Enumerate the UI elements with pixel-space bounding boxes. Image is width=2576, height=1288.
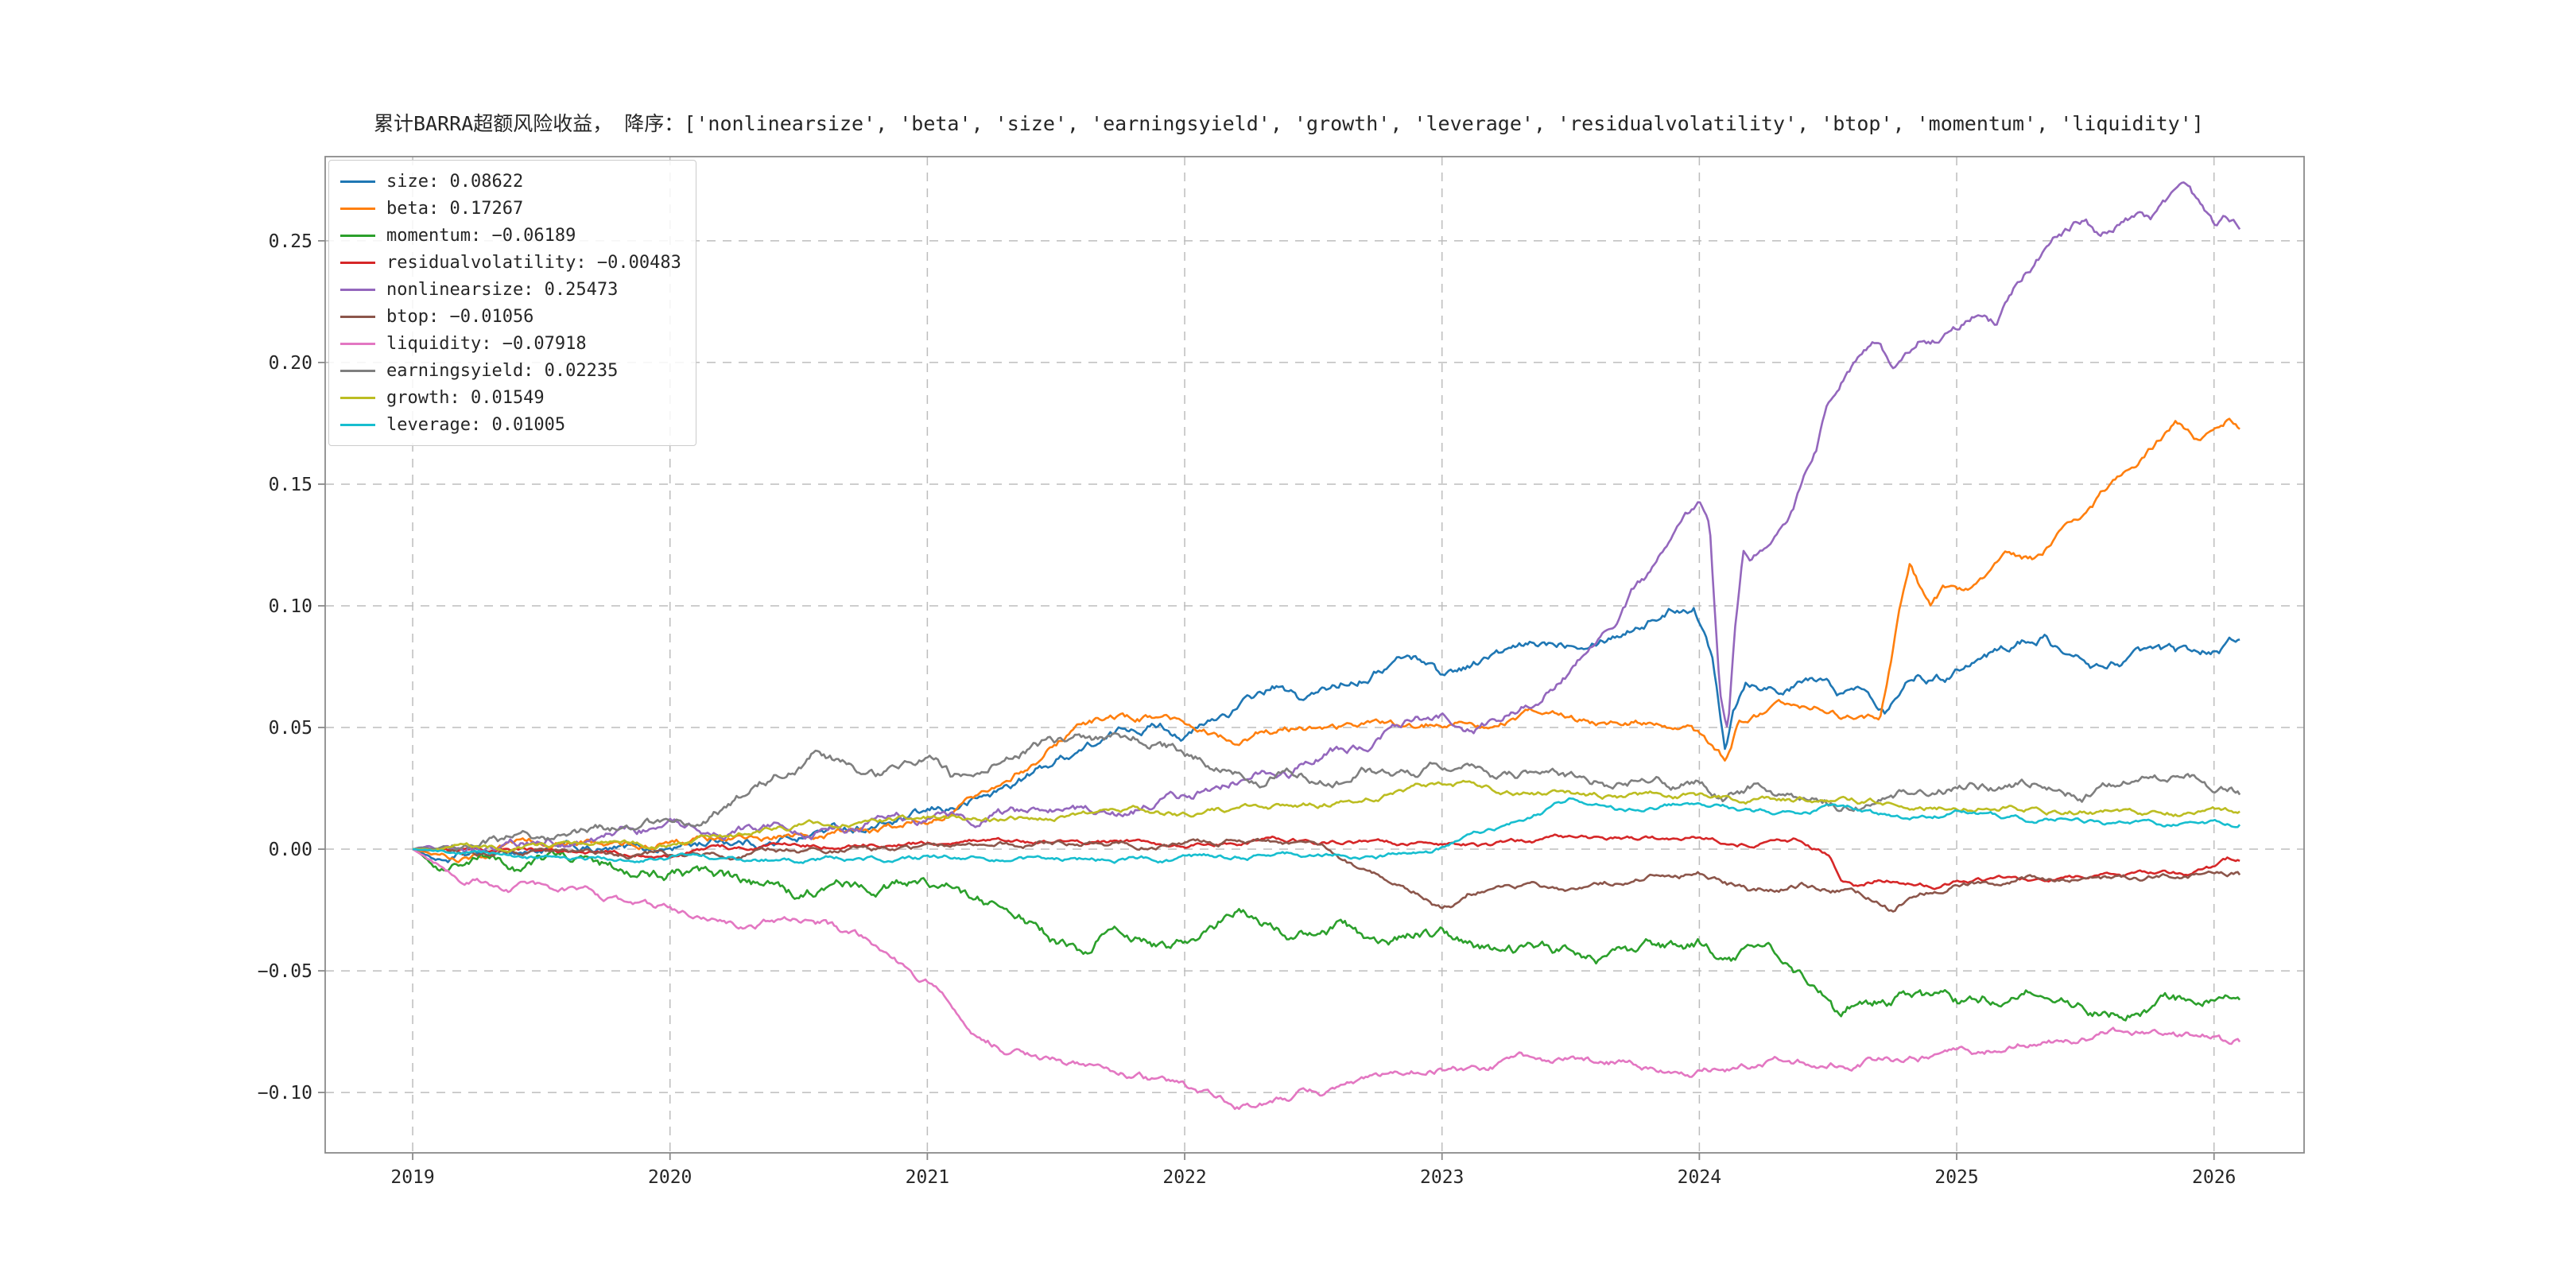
- legend-line-swatch: [340, 423, 375, 426]
- legend-item-liquidity: liquidity: −0.07918: [340, 331, 681, 356]
- legend-label: size: 0.08622: [386, 171, 524, 192]
- x-tick-label: 2025: [1934, 1167, 1978, 1188]
- y-tick-label: 0.20: [269, 353, 312, 374]
- legend-label: leverage: 0.01005: [386, 414, 566, 435]
- legend-label: nonlinearsize: 0.25473: [386, 279, 619, 300]
- series-line-momentum: [412, 848, 2241, 1022]
- legend-item-beta: beta: 0.17267: [340, 196, 681, 221]
- legend: size: 0.08622 beta: 0.17267 momentum: −0.0…: [328, 160, 696, 446]
- legend-item-btop: btop: −0.01056: [340, 304, 681, 329]
- legend-item-residualvolatility: residualvolatility: −0.00483: [340, 250, 681, 275]
- legend-item-growth: growth: 0.01549: [340, 385, 681, 410]
- series-line-btop: [412, 837, 2241, 913]
- legend-label: btop: −0.01056: [386, 306, 534, 327]
- legend-item-nonlinearsize: nonlinearsize: 0.25473: [340, 277, 681, 302]
- legend-line-swatch: [340, 207, 375, 210]
- legend-line-swatch: [340, 180, 375, 183]
- x-tick-label: 2022: [1162, 1167, 1206, 1188]
- series-line-nonlinearsize: [412, 181, 2241, 853]
- x-tick-label: 2021: [906, 1167, 949, 1188]
- legend-item-earningsyield: earningsyield: 0.02235: [340, 358, 681, 383]
- x-tick-label: 2019: [390, 1167, 434, 1188]
- legend-item-momentum: momentum: −0.06189: [340, 223, 681, 248]
- legend-line-swatch: [340, 288, 375, 291]
- series-line-beta: [412, 417, 2240, 863]
- axes-frame: [324, 156, 2305, 1154]
- legend-line-swatch: [340, 396, 375, 399]
- x-tick-label: 2023: [1420, 1167, 1464, 1188]
- series-line-earningsyield: [412, 731, 2241, 852]
- legend-line-swatch: [340, 369, 375, 372]
- legend-item-leverage: leverage: 0.01005: [340, 412, 681, 437]
- x-tick-label: 2020: [648, 1167, 692, 1188]
- chart-title: 累计BARRA超额风险收益， 降序：['nonlinearsize', 'bet…: [374, 112, 2204, 135]
- legend-line-swatch: [340, 315, 375, 318]
- legend-label: residualvolatility: −0.00483: [386, 252, 681, 273]
- legend-label: beta: 0.17267: [386, 198, 524, 219]
- series-line-leverage: [412, 797, 2241, 864]
- legend-label: earningsyield: 0.02235: [386, 360, 619, 381]
- legend-line-swatch: [340, 234, 375, 237]
- legend-line-swatch: [340, 342, 375, 345]
- y-tick-label: −0.10: [258, 1083, 312, 1104]
- series-line-size: [412, 607, 2240, 863]
- series-lines: [412, 181, 2241, 1111]
- y-tick-label: −0.05: [258, 961, 312, 982]
- x-tick-label: 2024: [1678, 1167, 1721, 1188]
- series-line-growth: [413, 779, 2240, 853]
- y-tick-label: 0.05: [269, 718, 312, 739]
- y-tick-label: 0.25: [269, 231, 312, 252]
- legend-line-swatch: [340, 261, 375, 264]
- y-tick-label: 0.00: [269, 840, 312, 860]
- legend-label: liquidity: −0.07918: [386, 333, 587, 354]
- x-tick-label: 2026: [2192, 1167, 2236, 1188]
- series-line-residualvolatility: [412, 833, 2240, 890]
- legend-label: momentum: −0.06189: [386, 225, 576, 246]
- y-tick-label: 0.15: [269, 475, 312, 495]
- legend-item-size: size: 0.08622: [340, 169, 681, 194]
- legend-label: growth: 0.01549: [386, 387, 545, 408]
- series-line-liquidity: [412, 848, 2241, 1111]
- y-tick-label: 0.10: [269, 596, 312, 617]
